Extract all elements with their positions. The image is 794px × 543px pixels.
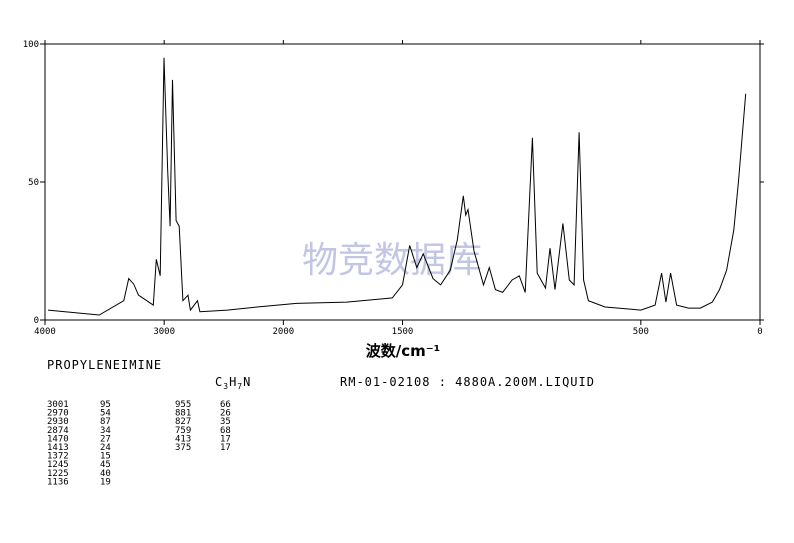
peak-cell: 759 bbox=[175, 426, 191, 436]
peak-cell: 27 bbox=[100, 434, 111, 444]
peak-cell: 1225 bbox=[47, 469, 69, 479]
peak-cell: 1413 bbox=[47, 443, 69, 453]
peak-cell: 19 bbox=[100, 477, 111, 487]
peak-cell: 26 bbox=[220, 409, 231, 419]
peak-cell: 17 bbox=[220, 443, 231, 453]
peak-cell: 40 bbox=[100, 469, 111, 479]
peak-cell: 881 bbox=[175, 409, 191, 419]
peak-cell: 68 bbox=[220, 426, 231, 436]
peak-cell: 87 bbox=[100, 417, 111, 427]
peak-cell: 1136 bbox=[47, 477, 69, 487]
peak-cell: 17 bbox=[220, 434, 231, 444]
peak-cell: 827 bbox=[175, 417, 191, 427]
peak-cell: 66 bbox=[220, 400, 231, 410]
y-tick-label: 100 bbox=[23, 40, 39, 50]
peak-cell: 15 bbox=[100, 452, 111, 462]
peak-cell: 3001 bbox=[47, 400, 69, 410]
peak-cell: 375 bbox=[175, 443, 191, 453]
x-tick-label: 0 bbox=[757, 327, 762, 337]
peak-cell: 34 bbox=[100, 426, 111, 436]
x-tick-label: 1500 bbox=[392, 327, 414, 337]
compound-name: PROPYLENEIMINE bbox=[47, 358, 162, 372]
x-tick-label: 2000 bbox=[272, 327, 294, 337]
peak-cell: 24 bbox=[100, 443, 111, 453]
x-tick-label: 500 bbox=[633, 327, 649, 337]
x-tick-label: 4000 bbox=[34, 327, 56, 337]
formula-part: N bbox=[243, 375, 251, 389]
peak-cell: 1470 bbox=[47, 434, 69, 444]
x-tick-label: 3000 bbox=[153, 327, 175, 337]
formula-part: C bbox=[215, 375, 223, 389]
formula-part: 7 bbox=[237, 382, 243, 391]
peak-cell: 1372 bbox=[47, 452, 69, 462]
sample-info: RM-01-02108 : 4880A.200M.LIQUID bbox=[340, 375, 595, 389]
watermark: 物竞数据库 bbox=[302, 240, 482, 281]
peak-cell: 1245 bbox=[47, 460, 69, 470]
peak-cell: 2930 bbox=[47, 417, 69, 427]
spectrum-line bbox=[47, 57, 747, 316]
formula-part: 3 bbox=[223, 382, 229, 391]
peak-cell: 2874 bbox=[47, 426, 69, 436]
peak-cell: 413 bbox=[175, 434, 191, 444]
y-tick-label: 0 bbox=[34, 316, 39, 326]
x-axis-label: 波数/cm⁻¹ bbox=[366, 342, 441, 360]
peak-cell: 45 bbox=[100, 460, 111, 470]
peak-cell: 2970 bbox=[47, 409, 69, 419]
formula: C3H7N bbox=[215, 375, 251, 391]
peak-cell: 955 bbox=[175, 400, 191, 410]
y-tick-label: 50 bbox=[28, 178, 39, 188]
formula-part: H bbox=[229, 375, 237, 389]
peak-cell: 54 bbox=[100, 409, 111, 419]
peak-cell: 35 bbox=[220, 417, 231, 427]
peak-cell: 95 bbox=[100, 400, 111, 410]
